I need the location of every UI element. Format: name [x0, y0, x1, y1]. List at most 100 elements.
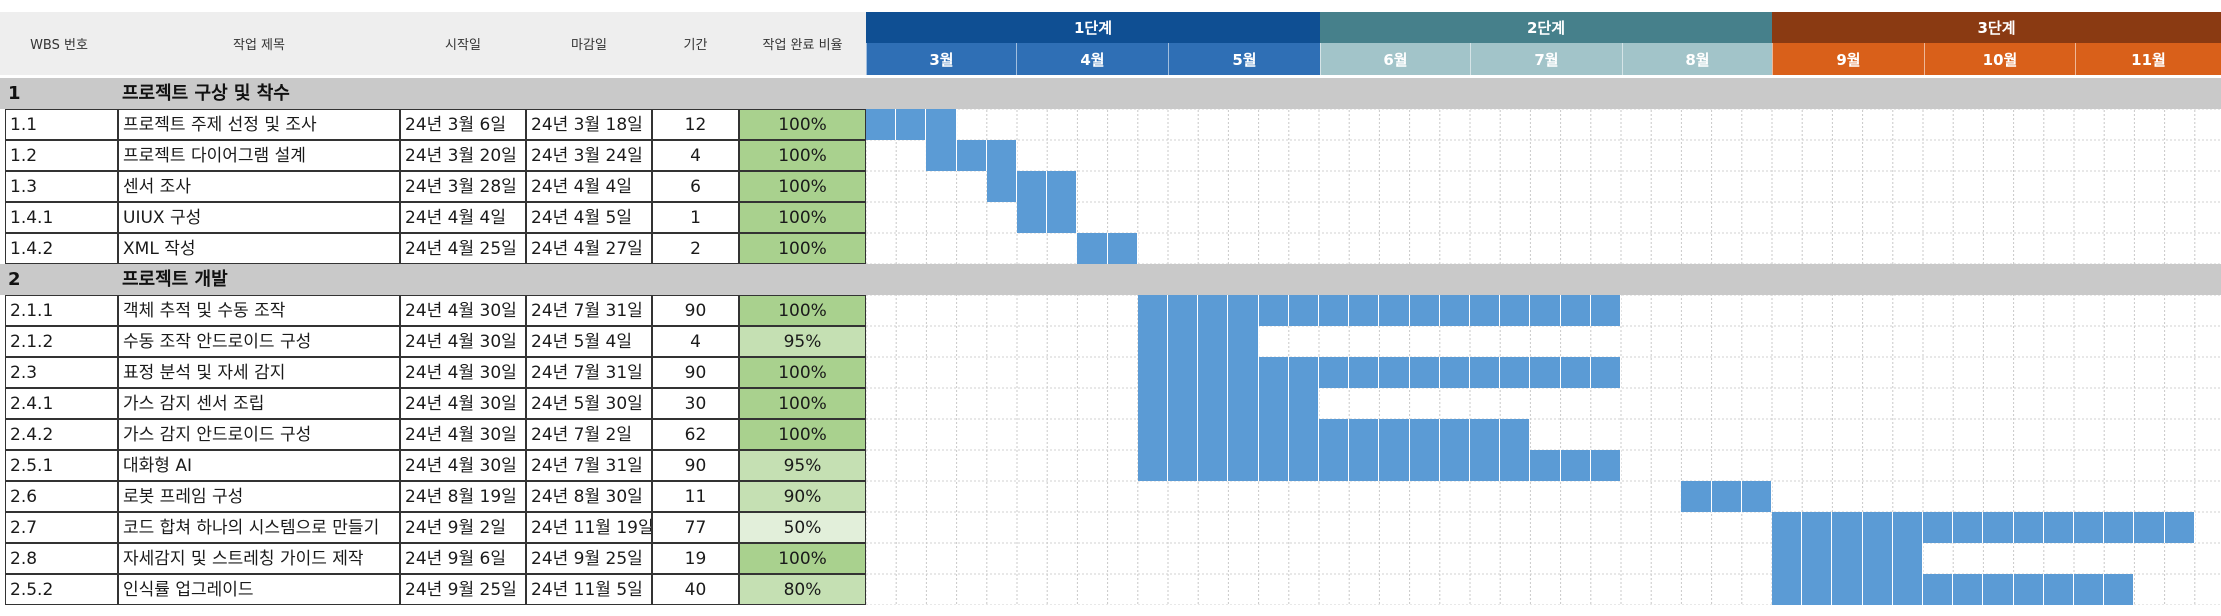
- gantt-bar-cell: [1772, 574, 1803, 605]
- task-percent-cell: 100%: [739, 295, 866, 326]
- task-end-cell: 24년 5월 30일: [526, 388, 652, 419]
- task-duration-cell: 90: [652, 450, 739, 481]
- section-row: 1 프로젝트 구상 및 착수: [0, 78, 2221, 109]
- gantt-bar-cell: [1228, 295, 1259, 326]
- gantt-bar-cell: [1258, 450, 1289, 481]
- header-wbs: WBS 번호: [0, 12, 118, 75]
- gantt-bar-cell: [1168, 388, 1199, 419]
- gantt-bar-cell: [1832, 512, 1863, 543]
- task-percent-cell: 100%: [739, 388, 866, 419]
- gantt-bar-cell: [1741, 481, 1772, 512]
- header-title: 작업 제목: [118, 12, 400, 75]
- gantt-bar-cell: [1439, 419, 1470, 450]
- gantt-bar-cell: [1198, 295, 1229, 326]
- gantt-bar-cell: [866, 109, 897, 140]
- gantt-bar-cell: [1288, 295, 1319, 326]
- task-start-cell: 24년 4월 30일: [400, 419, 526, 450]
- task-percent-cell: 80%: [739, 574, 866, 605]
- month-header: 5월: [1168, 43, 1320, 75]
- gantt-bar-cell: [1379, 357, 1410, 388]
- gantt-bar-cell: [1349, 295, 1380, 326]
- section-row: 2 프로젝트 개발: [0, 264, 2221, 295]
- task-id-cell: 2.7: [5, 512, 118, 543]
- gantt-bar-cell: [1047, 202, 1078, 233]
- header-start: 시작일: [400, 12, 526, 75]
- gantt-bar-cell: [1258, 419, 1289, 450]
- gantt-bar-cell: [2074, 574, 2105, 605]
- gantt-bar-cell: [1802, 512, 1833, 543]
- gantt-bar-cell: [2013, 512, 2044, 543]
- gantt-bar-cell: [1288, 357, 1319, 388]
- task-start-cell: 24년 4월 4일: [400, 202, 526, 233]
- month-header: 7월: [1470, 43, 1622, 75]
- gantt-bar-cell: [1862, 512, 1893, 543]
- task-title-cell: 객체 추적 및 수동 조작: [118, 295, 400, 326]
- gantt-bar-cell: [1228, 419, 1259, 450]
- task-end-cell: 24년 4월 5일: [526, 202, 652, 233]
- task-start-cell: 24년 3월 20일: [400, 140, 526, 171]
- task-id-cell: 2.4.1: [5, 388, 118, 419]
- task-end-cell: 24년 7월 31일: [526, 357, 652, 388]
- gantt-bar-cell: [1107, 233, 1138, 264]
- gantt-bar-cell: [1983, 574, 2014, 605]
- gantt-bar-cell: [1923, 512, 1954, 543]
- gantt-bar-cell: [1862, 543, 1893, 574]
- gantt-bar-cell: [1319, 450, 1350, 481]
- gantt-bar-cell: [1288, 419, 1319, 450]
- gantt-bar-cell: [1470, 419, 1501, 450]
- gantt-bar-cell: [1319, 295, 1350, 326]
- gantt-bar-cell: [2043, 574, 2074, 605]
- task-end-cell: 24년 9월 25일: [526, 543, 652, 574]
- task-start-cell: 24년 4월 30일: [400, 450, 526, 481]
- task-duration-cell: 12: [652, 109, 739, 140]
- task-percent-cell: 95%: [739, 450, 866, 481]
- month-header: 6월: [1320, 43, 1470, 75]
- gantt-bar-cell: [1379, 450, 1410, 481]
- phase-header: 3단계: [1772, 12, 2221, 43]
- gantt-bar-cell: [1500, 419, 1531, 450]
- task-id-cell: 2.5.1: [5, 450, 118, 481]
- task-start-cell: 24년 4월 30일: [400, 357, 526, 388]
- task-end-cell: 24년 4월 27일: [526, 233, 652, 264]
- gantt-bar-cell: [1168, 450, 1199, 481]
- task-duration-cell: 90: [652, 357, 739, 388]
- gantt-bar-cell: [2074, 512, 2105, 543]
- gantt-bar-cell: [1953, 574, 1984, 605]
- gantt-bar-cell: [1168, 326, 1199, 357]
- task-title-cell: 코드 합쳐 하나의 시스템으로 만들기: [118, 512, 400, 543]
- task-id-cell: 1.3: [5, 171, 118, 202]
- gantt-bar-cell: [1198, 450, 1229, 481]
- task-title-cell: 수동 조작 안드로이드 구성: [118, 326, 400, 357]
- gantt-bar-cell: [1017, 171, 1048, 202]
- task-percent-cell: 100%: [739, 419, 866, 450]
- gantt-bar-cell: [1862, 574, 1893, 605]
- gantt-bar-cell: [1379, 419, 1410, 450]
- gantt-bar-cell: [1168, 419, 1199, 450]
- task-end-cell: 24년 5월 4일: [526, 326, 652, 357]
- task-id-cell: 1.2: [5, 140, 118, 171]
- task-duration-cell: 11: [652, 481, 739, 512]
- gantt-bar-cell: [1892, 543, 1923, 574]
- gantt-bar-cell: [1198, 388, 1229, 419]
- gantt-bar-cell: [1590, 450, 1621, 481]
- task-end-cell: 24년 3월 24일: [526, 140, 652, 171]
- gantt-bar-cell: [1047, 171, 1078, 202]
- gantt-bar-cell: [1137, 357, 1168, 388]
- gantt-bar-cell: [1560, 295, 1591, 326]
- task-id-cell: 2.6: [5, 481, 118, 512]
- task-end-cell: 24년 7월 31일: [526, 450, 652, 481]
- task-title-cell: 센서 조사: [118, 171, 400, 202]
- section-title: 프로젝트 개발: [122, 269, 228, 290]
- gantt-bar-cell: [2104, 574, 2135, 605]
- task-percent-cell: 100%: [739, 171, 866, 202]
- header-duration: 기간: [652, 12, 739, 75]
- gantt-bar-cell: [1137, 450, 1168, 481]
- task-id-cell: 1.1: [5, 109, 118, 140]
- task-start-cell: 24년 8월 19일: [400, 481, 526, 512]
- task-title-cell: 프로젝트 다이어그램 설계: [118, 140, 400, 171]
- task-start-cell: 24년 9월 25일: [400, 574, 526, 605]
- gantt-bar-cell: [1137, 388, 1168, 419]
- gantt-bar-cell: [1288, 450, 1319, 481]
- task-title-cell: 대화형 AI: [118, 450, 400, 481]
- task-start-cell: 24년 3월 6일: [400, 109, 526, 140]
